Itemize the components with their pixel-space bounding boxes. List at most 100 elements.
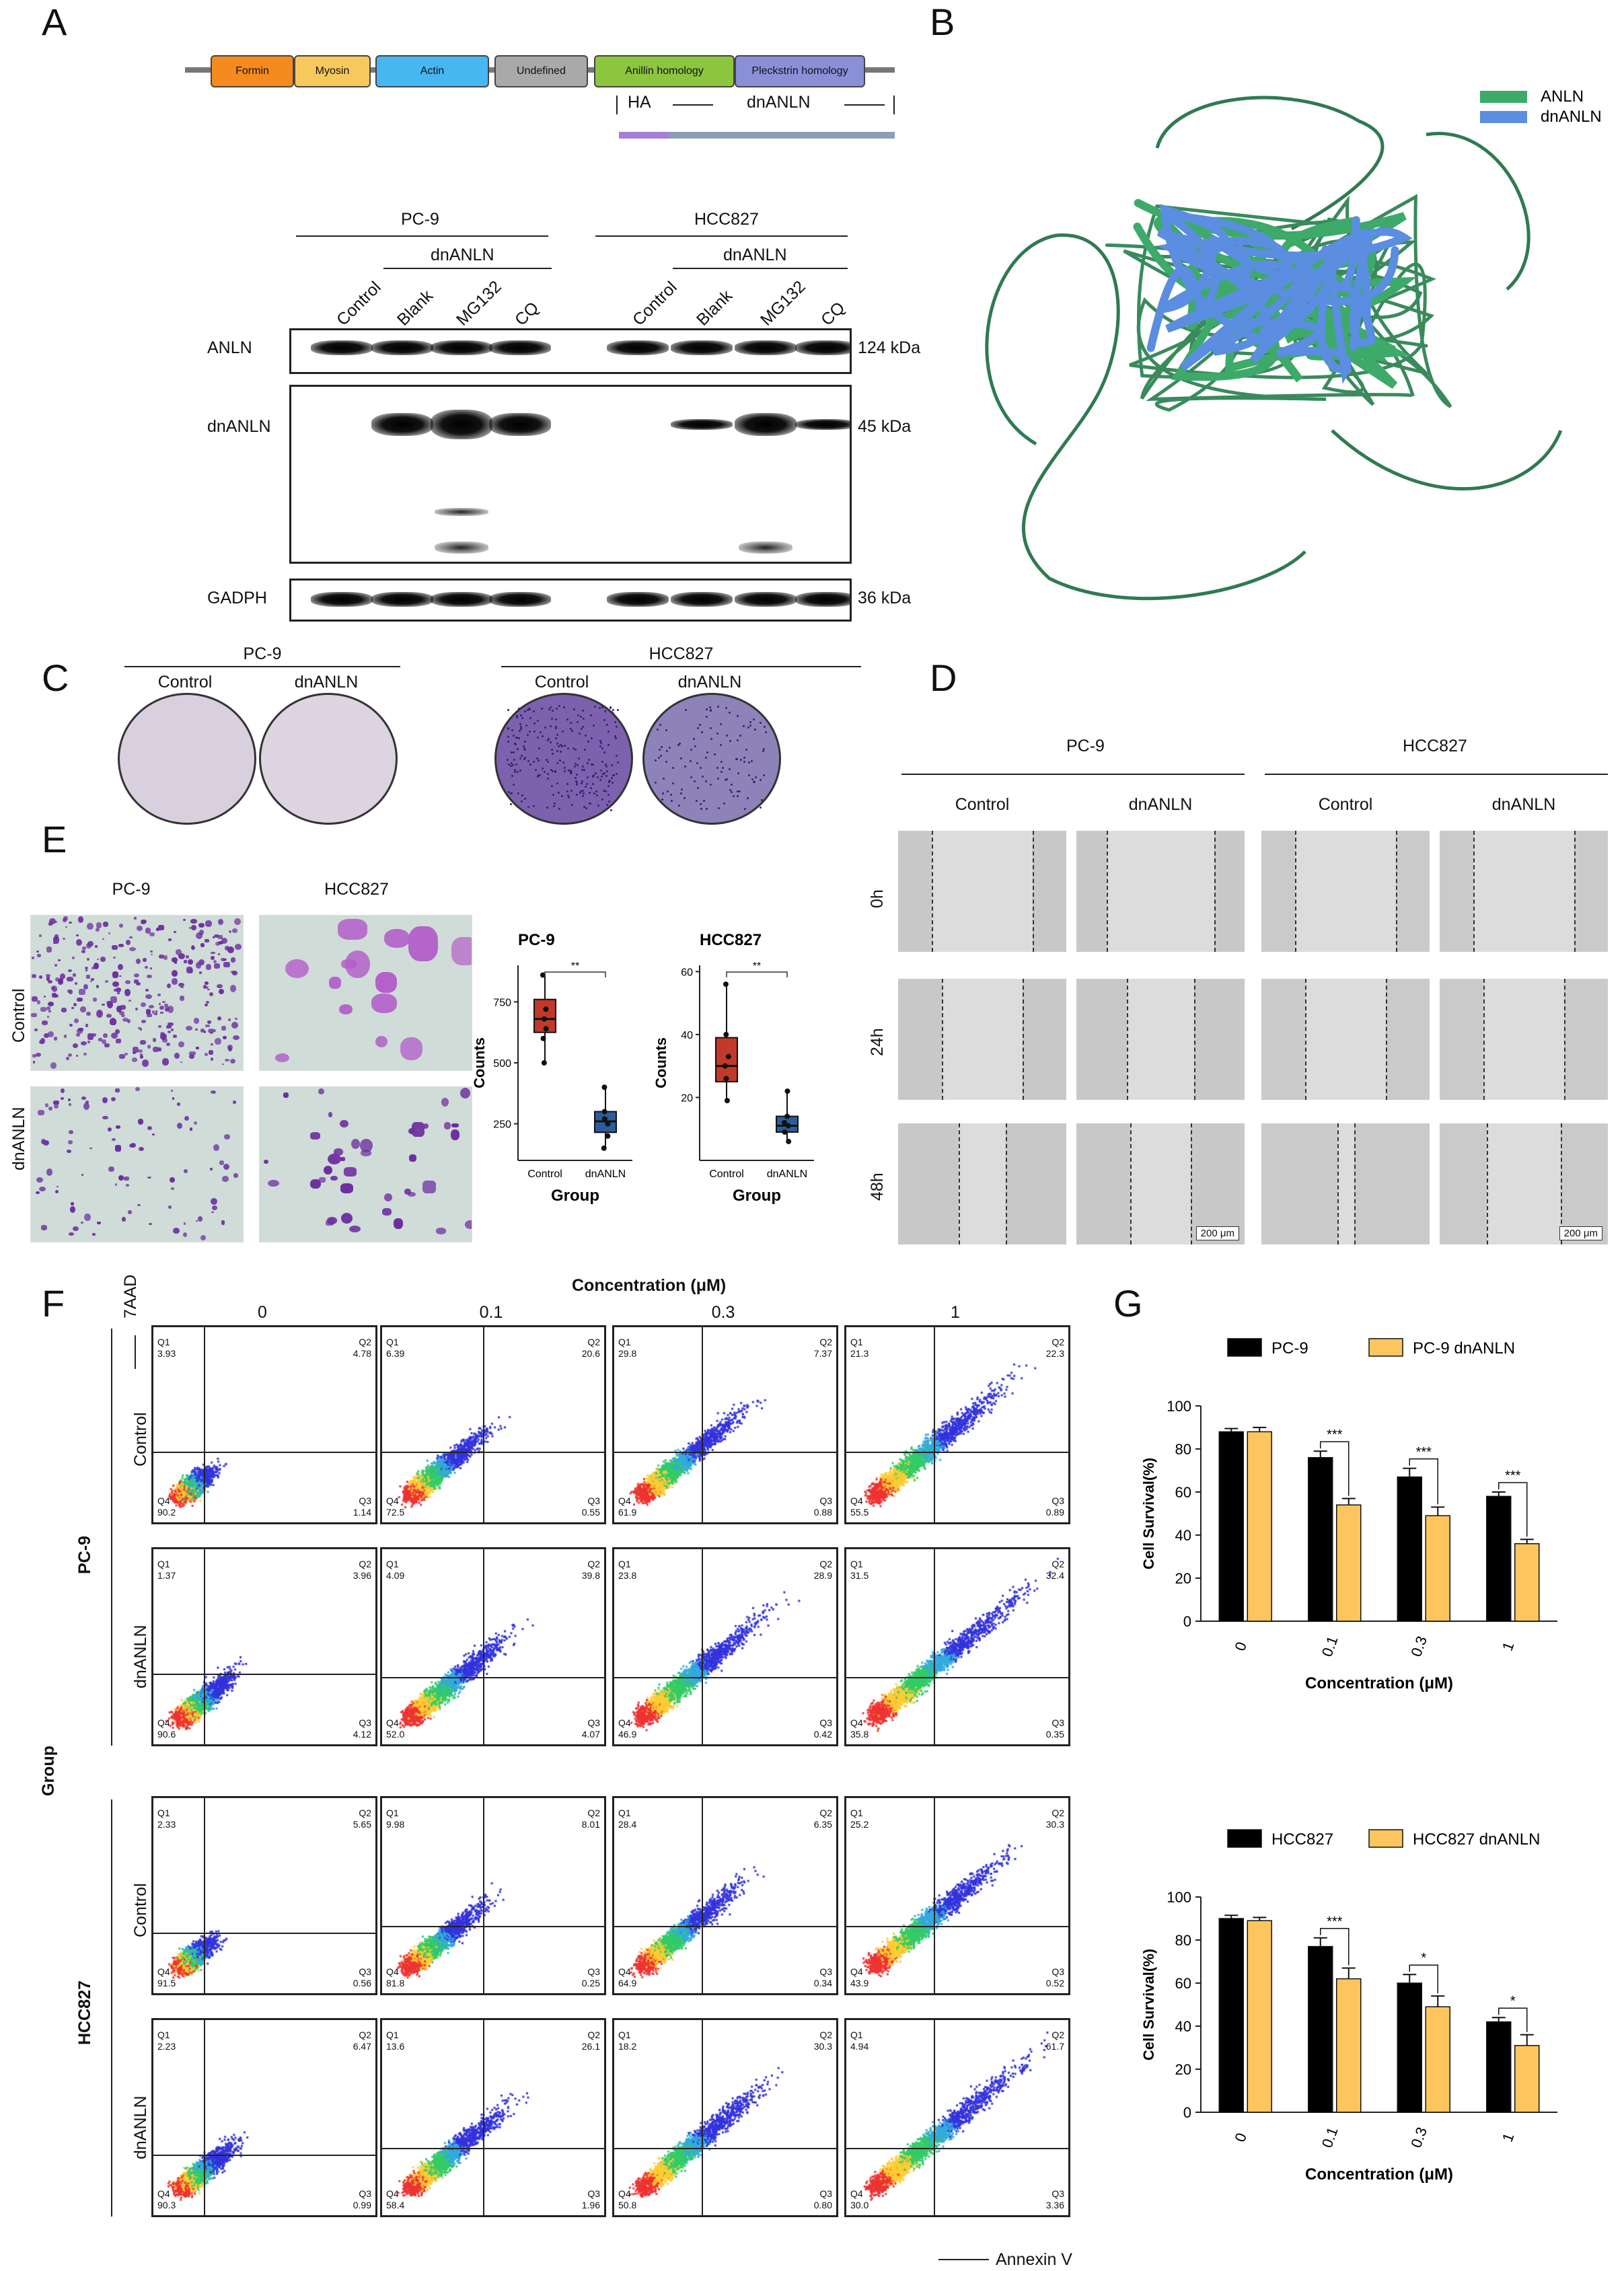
blot-gadph	[289, 579, 852, 622]
cell-blob	[231, 1022, 239, 1029]
colony-dot	[717, 778, 720, 780]
colony-dot	[590, 786, 593, 789]
scratch-line-right	[1396, 831, 1397, 952]
scratch-image	[1440, 979, 1608, 1100]
colony-dot	[533, 760, 536, 763]
flow-density	[846, 1549, 1068, 1744]
culture-dish	[494, 693, 633, 825]
quadrant-value: 61.7	[1045, 2041, 1064, 2052]
cell-blob	[121, 1014, 126, 1017]
cell-blob	[227, 946, 234, 954]
colony-dot	[697, 787, 700, 790]
cell-blob	[211, 1043, 214, 1045]
colony-dot	[600, 769, 603, 772]
cell-blob	[91, 966, 96, 970]
quadrant-label: Q2 20.6	[582, 1337, 600, 1360]
cell-blob	[60, 1088, 65, 1094]
cell-blob	[227, 1045, 233, 1051]
cell-blob	[218, 935, 223, 939]
quadrant-label: Q3 0.42	[814, 1717, 832, 1740]
cell-blob	[264, 1159, 268, 1164]
quadrant-value: 3.93	[157, 1348, 176, 1359]
quadrant-label: Q4 91.5	[157, 1966, 176, 1989]
quadrant-name: Q4	[618, 1966, 631, 1977]
quadrant-name: Q3	[1051, 1966, 1064, 1977]
colony-dot	[533, 710, 536, 712]
quadrant-label: Q2 5.65	[353, 1808, 371, 1830]
cell-blob	[73, 973, 76, 977]
quadrant-label: Q3 0.35	[1046, 1717, 1064, 1740]
quadrant-name: Q2	[819, 2030, 832, 2040]
cell-blob	[171, 978, 178, 985]
quadrant-label: Q1 9.98	[386, 1808, 404, 1830]
flow-density	[382, 1798, 604, 1993]
cell-blob	[32, 957, 34, 959]
cell-blob	[168, 1022, 174, 1027]
cell-blob	[212, 1205, 217, 1211]
cell-blob	[217, 1016, 221, 1021]
colony-dot	[761, 799, 764, 801]
cell-blob	[111, 944, 118, 951]
colony-dot	[562, 730, 564, 733]
quadrant-value: 46.9	[618, 1729, 637, 1740]
colony-dot	[537, 774, 540, 776]
colony-dot	[747, 774, 750, 777]
panel-label-a: A	[42, 1, 67, 43]
colony-dot	[535, 769, 538, 772]
colony-dot	[511, 764, 514, 766]
cell-blob	[170, 1090, 173, 1092]
colony-dot	[529, 708, 531, 711]
cell-blob	[210, 955, 215, 960]
cell-blob	[310, 1131, 320, 1140]
colony-dot	[515, 714, 518, 717]
colony-dot	[591, 737, 593, 739]
cell-blob	[56, 1186, 59, 1188]
quadrant-name: Q1	[386, 1559, 399, 1569]
cell-blob	[96, 985, 100, 989]
colony-dot	[601, 747, 603, 750]
blot-band-minor	[435, 542, 488, 554]
cell-blob	[328, 1112, 333, 1117]
colony-dot	[579, 792, 582, 794]
culture-dish	[259, 693, 398, 825]
cell-blob	[188, 926, 191, 929]
box-point	[543, 1026, 549, 1032]
cell-blob	[148, 1004, 155, 1009]
colony-dot	[588, 791, 591, 794]
cell-blob	[121, 1217, 126, 1222]
structure-legend: ANLN dnANLN	[1480, 87, 1602, 126]
quadrant-value: 26.1	[581, 2041, 600, 2052]
cell-blob	[35, 1052, 42, 1057]
quadrant-label: Q4 58.4	[386, 2188, 404, 2211]
colony-dot	[551, 709, 554, 712]
quadrant-name: Q4	[386, 1495, 399, 1506]
x-tick-label: 0.1	[1319, 1634, 1341, 1659]
cell-blob	[137, 1119, 144, 1125]
quadrant-value: 4.12	[353, 1729, 371, 1740]
quadrant-label: Q3 0.88	[814, 1495, 832, 1518]
y-tick-label: 250	[493, 1119, 511, 1131]
cell-blob	[126, 1018, 131, 1024]
quadrant-label: Q4 81.8	[386, 1966, 404, 1989]
colony-dot	[566, 783, 568, 786]
colony-dot	[594, 706, 597, 708]
colony-dot	[575, 749, 577, 751]
x-tick-label: 0	[1231, 1639, 1250, 1653]
blot-band	[371, 413, 433, 436]
quadrant-label: Q3 0.52	[1046, 1966, 1064, 1989]
cell-blob	[106, 1013, 112, 1018]
colony-dot	[600, 776, 603, 778]
colony-dot	[595, 790, 598, 793]
box-point	[782, 1129, 788, 1135]
flow-plot: Q1 18.2 Q2 30.3 Q3 0.80 Q4 50.8	[612, 2018, 838, 2217]
cell-blob	[217, 919, 224, 926]
legend-swatch	[1227, 1829, 1262, 1848]
colony-dot	[550, 768, 553, 771]
colony-dot	[753, 728, 756, 731]
colony-dot	[508, 763, 511, 766]
colony-dot	[583, 806, 586, 808]
lane-label-6: MG132	[757, 277, 809, 330]
bar	[1218, 1918, 1244, 2113]
cell-blob	[172, 1096, 175, 1100]
quadrant-value: 91.5	[157, 1978, 176, 1988]
